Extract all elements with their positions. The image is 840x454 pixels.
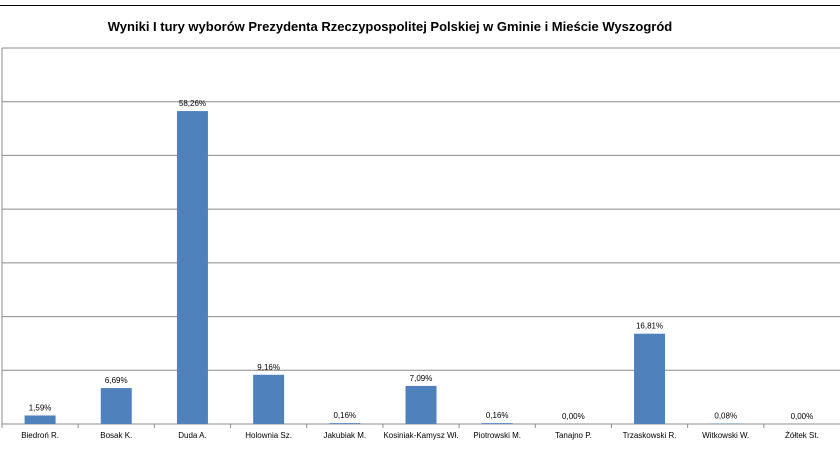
data-label: 6,69%: [105, 376, 128, 385]
category-label: Duda A.: [178, 431, 206, 440]
bar: [634, 333, 666, 424]
category-label: Witkowski W.: [702, 431, 749, 440]
category-label: Trzaskowski R.: [623, 431, 677, 440]
bars: [24, 111, 742, 424]
data-labels: 1,59% 6,69% 58,26% 9,16% 0,16% 7,09% 0,16% 0,00…: [29, 99, 814, 421]
data-label: 58,26%: [179, 99, 206, 108]
bar: [329, 423, 361, 424]
category-label: Tanajno P.: [555, 431, 592, 440]
top-table-edge: [0, 0, 840, 6]
data-label: 0,00%: [791, 412, 814, 421]
category-label: Żółtek St.: [785, 431, 819, 440]
data-label: 0,16%: [333, 411, 356, 420]
data-label: 7,09%: [410, 374, 433, 383]
data-label: 0,08%: [714, 412, 737, 421]
category-label: Kosiniak-Kamysz Wł.: [383, 431, 458, 440]
data-label: 0,16%: [486, 411, 509, 420]
bar: [405, 385, 437, 424]
bar: [100, 388, 132, 424]
data-label: 9,16%: [257, 363, 280, 372]
category-label: Biedroń R.: [21, 431, 59, 440]
category-label: Piotrowski M.: [473, 431, 521, 440]
bar: [481, 423, 513, 424]
category-labels: Biedroń R. Bosak K. Duda A. Holownia Sz. Jak…: [1, 424, 819, 440]
category-label: Holownia Sz.: [245, 431, 292, 440]
bar: [253, 374, 285, 424]
gridlines: [2, 47, 840, 371]
data-label: 0,00%: [562, 412, 585, 421]
data-label: 1,59%: [29, 403, 52, 412]
bar: [24, 415, 56, 424]
category-label: Jakubiak M.: [323, 431, 366, 440]
chart-title: Wyniki I tury wyborów Prezydenta Rzeczyp…: [107, 19, 673, 34]
category-label: Bosak K.: [100, 431, 132, 440]
data-label: 16,81%: [636, 322, 663, 331]
bar: [176, 111, 208, 424]
